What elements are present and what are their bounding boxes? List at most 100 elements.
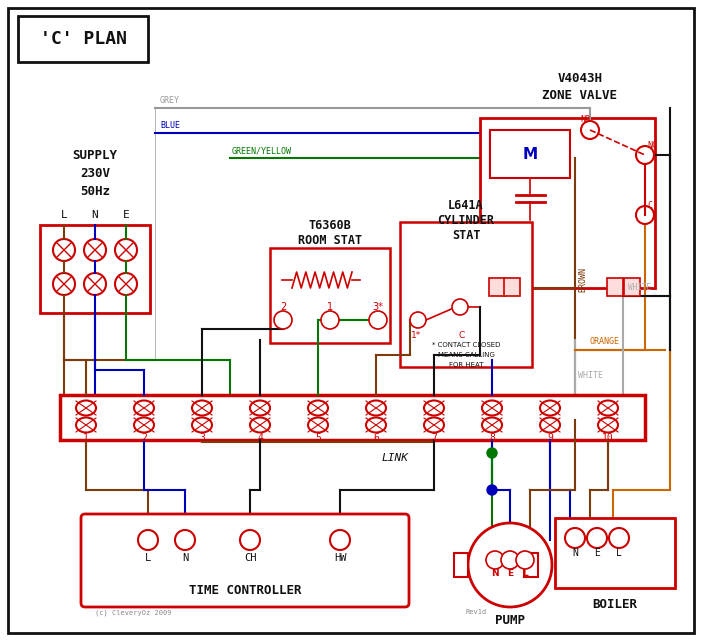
Text: PUMP: PUMP	[495, 613, 525, 626]
Ellipse shape	[134, 401, 154, 415]
Text: 2: 2	[280, 302, 286, 312]
Circle shape	[636, 146, 654, 164]
Text: MEANS CALLING: MEANS CALLING	[437, 352, 494, 358]
Text: HW: HW	[333, 553, 346, 563]
Circle shape	[53, 239, 75, 261]
Text: CYLINDER: CYLINDER	[437, 213, 494, 226]
Text: E: E	[594, 548, 600, 558]
Text: * CONTACT CLOSED: * CONTACT CLOSED	[432, 342, 501, 348]
Circle shape	[369, 311, 387, 329]
Circle shape	[84, 273, 106, 295]
Circle shape	[53, 273, 75, 295]
FancyBboxPatch shape	[400, 222, 532, 367]
Text: 3: 3	[199, 433, 205, 443]
Text: CH: CH	[244, 553, 256, 563]
FancyBboxPatch shape	[480, 118, 655, 288]
Circle shape	[609, 528, 629, 548]
Text: N: N	[92, 210, 98, 220]
Ellipse shape	[598, 417, 618, 433]
Text: 5: 5	[315, 433, 321, 443]
Text: LINK: LINK	[381, 453, 409, 463]
Text: 1*: 1*	[411, 331, 421, 340]
Ellipse shape	[76, 417, 96, 433]
Text: BLUE: BLUE	[160, 121, 180, 130]
Ellipse shape	[540, 417, 560, 433]
Text: L: L	[145, 553, 151, 563]
Circle shape	[565, 528, 585, 548]
Circle shape	[486, 551, 504, 569]
Ellipse shape	[468, 523, 552, 607]
FancyBboxPatch shape	[555, 518, 675, 588]
Text: Rev1d: Rev1d	[465, 609, 486, 615]
Text: 50Hz: 50Hz	[80, 185, 110, 197]
FancyBboxPatch shape	[40, 225, 150, 313]
Text: ROOM STAT: ROOM STAT	[298, 233, 362, 247]
Text: M: M	[522, 147, 538, 162]
Ellipse shape	[192, 417, 212, 433]
Text: N: N	[182, 553, 188, 563]
Text: 7: 7	[431, 433, 437, 443]
Text: 230V: 230V	[80, 167, 110, 179]
Circle shape	[636, 206, 654, 224]
Text: FOR HEAT: FOR HEAT	[449, 362, 483, 368]
Text: STAT: STAT	[452, 228, 480, 242]
Text: E: E	[123, 210, 129, 220]
Circle shape	[501, 551, 519, 569]
Text: T6360B: T6360B	[309, 219, 352, 231]
Text: 1: 1	[327, 302, 333, 312]
Circle shape	[84, 239, 106, 261]
Text: 6: 6	[373, 433, 379, 443]
Text: SUPPLY: SUPPLY	[72, 149, 117, 162]
Text: TIME CONTROLLER: TIME CONTROLLER	[189, 583, 301, 597]
Circle shape	[115, 273, 137, 295]
Text: NO: NO	[580, 115, 590, 124]
Text: 4: 4	[257, 433, 263, 443]
Circle shape	[240, 530, 260, 550]
FancyBboxPatch shape	[81, 514, 409, 607]
Circle shape	[321, 311, 339, 329]
Text: 9: 9	[547, 433, 553, 443]
Circle shape	[587, 528, 607, 548]
Ellipse shape	[250, 401, 270, 415]
Circle shape	[410, 312, 426, 328]
Circle shape	[581, 121, 599, 139]
FancyBboxPatch shape	[489, 278, 505, 296]
Text: BOILER: BOILER	[592, 597, 637, 610]
Text: ORANGE: ORANGE	[590, 337, 620, 346]
Ellipse shape	[308, 417, 328, 433]
Ellipse shape	[134, 417, 154, 433]
Text: 1: 1	[83, 433, 89, 443]
FancyBboxPatch shape	[524, 553, 538, 577]
Circle shape	[138, 530, 158, 550]
Text: C: C	[647, 201, 652, 210]
FancyBboxPatch shape	[624, 278, 640, 296]
Ellipse shape	[366, 401, 386, 415]
Ellipse shape	[192, 401, 212, 415]
FancyBboxPatch shape	[607, 278, 623, 296]
Text: GREEN/YELLOW: GREEN/YELLOW	[232, 146, 292, 155]
Ellipse shape	[482, 401, 502, 415]
Text: L: L	[60, 210, 67, 220]
Circle shape	[330, 530, 350, 550]
Circle shape	[274, 311, 292, 329]
Text: E: E	[507, 569, 513, 578]
FancyBboxPatch shape	[490, 130, 570, 178]
Ellipse shape	[482, 417, 502, 433]
Circle shape	[452, 299, 468, 315]
FancyBboxPatch shape	[8, 8, 694, 633]
Ellipse shape	[540, 401, 560, 415]
Ellipse shape	[424, 401, 444, 415]
FancyBboxPatch shape	[270, 248, 390, 343]
Text: L641A: L641A	[448, 199, 484, 212]
FancyBboxPatch shape	[454, 553, 468, 577]
Ellipse shape	[598, 401, 618, 415]
Circle shape	[516, 551, 534, 569]
Text: NC: NC	[647, 141, 657, 150]
Text: GREY: GREY	[160, 96, 180, 105]
FancyBboxPatch shape	[60, 395, 645, 440]
Text: 8: 8	[489, 433, 495, 443]
Ellipse shape	[308, 401, 328, 415]
FancyBboxPatch shape	[504, 278, 520, 296]
Ellipse shape	[76, 401, 96, 415]
Circle shape	[487, 448, 497, 458]
